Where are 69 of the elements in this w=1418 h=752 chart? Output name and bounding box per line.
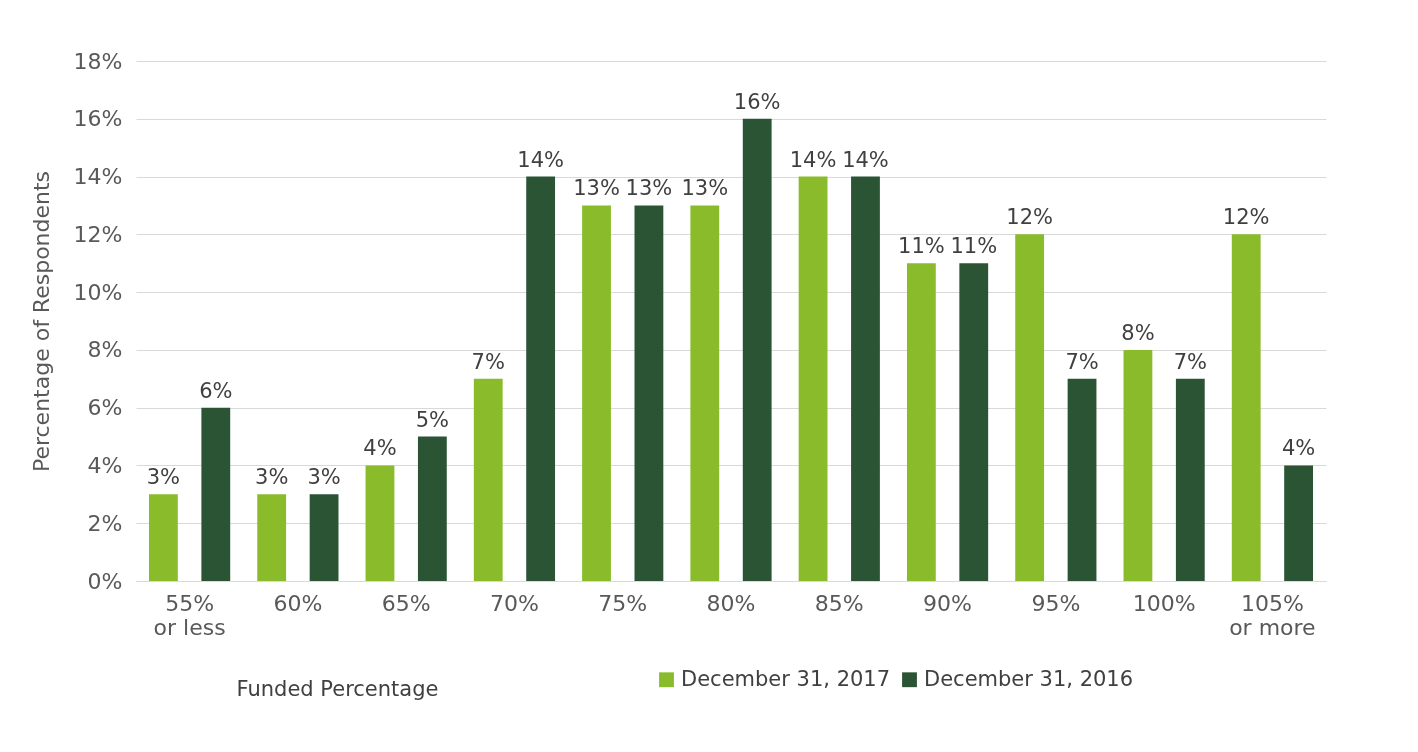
bar	[798, 176, 828, 581]
bar	[742, 118, 772, 581]
y-tick-label: 10%	[73, 279, 123, 305]
x-tick-label: 105% or more	[1229, 590, 1316, 640]
y-tick-label: 14%	[73, 164, 123, 190]
bar	[1067, 378, 1097, 581]
y-tick-label: 6%	[87, 395, 123, 421]
y-axis-title: Percentage of Respondents	[28, 170, 54, 473]
y-tick-label: 4%	[87, 452, 123, 478]
bar	[959, 263, 989, 581]
bar	[526, 176, 556, 581]
bar	[257, 494, 287, 581]
legend-label: December 31, 2017	[681, 666, 891, 691]
bar	[365, 465, 395, 581]
bar	[309, 494, 339, 581]
y-tick-label: 12%	[73, 221, 123, 247]
bar	[1015, 234, 1045, 581]
data-label: 12%	[1222, 205, 1270, 230]
x-tick-label: 95%	[1031, 590, 1081, 616]
bar	[634, 205, 664, 581]
y-tick-label: 2%	[87, 510, 123, 536]
data-label: 14%	[517, 147, 564, 172]
legend-label: December 31, 2016	[924, 666, 1134, 691]
data-label: 13%	[625, 176, 673, 201]
data-label: 5%	[415, 407, 450, 432]
data-label: 3%	[255, 465, 289, 490]
data-label: 3%	[307, 465, 341, 490]
bar	[851, 176, 880, 581]
bar	[1284, 465, 1314, 581]
data-label: 14%	[842, 147, 889, 172]
x-axis-title: Funded Percentage	[236, 676, 439, 701]
data-label: 6%	[199, 378, 233, 403]
data-label: 3%	[146, 465, 181, 490]
x-tick-label: 60%	[273, 590, 323, 616]
bar	[1175, 378, 1205, 581]
bar	[473, 378, 503, 581]
bar	[690, 205, 720, 581]
data-label: 4%	[363, 436, 397, 461]
y-tick-label: 18%	[73, 48, 123, 74]
bar	[1231, 234, 1261, 581]
data-label: 11%	[950, 234, 998, 259]
data-label: 7%	[1173, 349, 1207, 374]
x-tick-label: 75%	[598, 590, 648, 616]
bar	[906, 263, 936, 581]
data-label: 7%	[471, 349, 505, 374]
data-label: 7%	[1065, 349, 1099, 374]
data-label: 14%	[789, 147, 837, 172]
x-tick-label: 55% or less	[153, 590, 226, 640]
data-label: 12%	[1006, 205, 1053, 230]
data-label: 13%	[681, 176, 729, 201]
x-tick-label: 90%	[923, 590, 973, 616]
y-tick-label: 8%	[87, 337, 123, 363]
bar	[201, 407, 231, 581]
x-tick-label: 85%	[814, 590, 864, 616]
y-tick-label: 0%	[87, 568, 123, 594]
data-label: 8%	[1121, 320, 1155, 345]
bar	[148, 494, 178, 581]
x-tick-label: 80%	[706, 590, 756, 616]
bar	[582, 205, 611, 581]
bar	[1123, 349, 1153, 581]
x-tick-label: 100%	[1132, 590, 1196, 616]
x-tick-label: 70%	[489, 590, 539, 616]
bar	[417, 436, 447, 581]
data-label: 11%	[898, 234, 945, 259]
data-label: 4%	[1281, 436, 1316, 461]
data-label: 16%	[733, 89, 781, 114]
x-tick-label: 65%	[381, 590, 431, 616]
y-tick-label: 16%	[73, 106, 123, 132]
data-label: 13%	[573, 176, 620, 201]
